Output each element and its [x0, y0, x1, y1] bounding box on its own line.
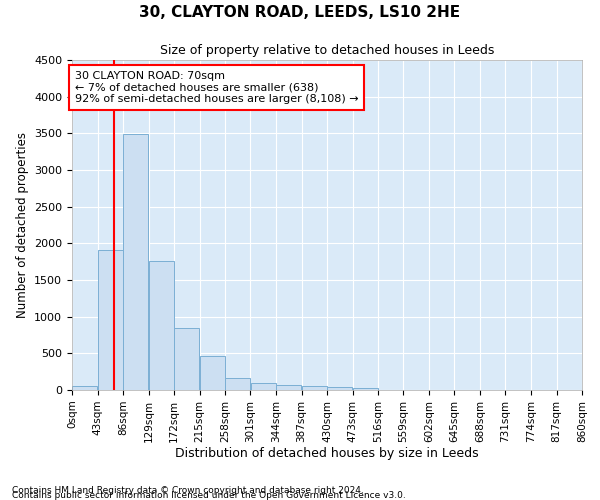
- X-axis label: Distribution of detached houses by size in Leeds: Distribution of detached houses by size …: [175, 448, 479, 460]
- Y-axis label: Number of detached properties: Number of detached properties: [16, 132, 29, 318]
- Bar: [251, 383, 276, 390]
- Bar: [98, 250, 123, 390]
- Bar: [302, 386, 327, 390]
- Bar: [225, 378, 250, 390]
- Bar: [123, 134, 148, 390]
- Bar: [72, 386, 97, 390]
- Bar: [353, 388, 378, 390]
- Bar: [327, 387, 352, 390]
- Text: 30 CLAYTON ROAD: 70sqm
← 7% of detached houses are smaller (638)
92% of semi-det: 30 CLAYTON ROAD: 70sqm ← 7% of detached …: [75, 71, 359, 104]
- Title: Size of property relative to detached houses in Leeds: Size of property relative to detached ho…: [160, 44, 494, 58]
- Bar: [200, 356, 225, 390]
- Text: Contains HM Land Registry data © Crown copyright and database right 2024.: Contains HM Land Registry data © Crown c…: [12, 486, 364, 495]
- Text: Contains public sector information licensed under the Open Government Licence v3: Contains public sector information licen…: [12, 491, 406, 500]
- Text: 30, CLAYTON ROAD, LEEDS, LS10 2HE: 30, CLAYTON ROAD, LEEDS, LS10 2HE: [139, 5, 461, 20]
- Bar: [174, 328, 199, 390]
- Bar: [149, 261, 174, 390]
- Bar: [276, 385, 301, 390]
